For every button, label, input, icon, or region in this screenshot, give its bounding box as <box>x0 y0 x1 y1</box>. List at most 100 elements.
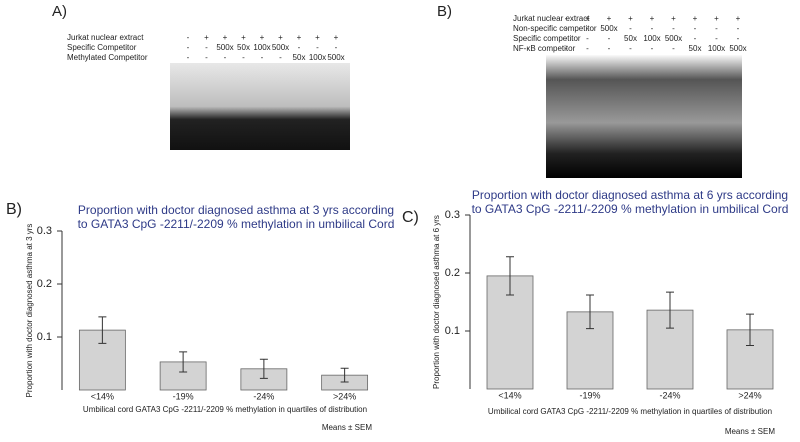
gel-cell: - <box>651 24 654 33</box>
gel-cell: 500x <box>272 43 289 52</box>
x-tick-label: -24% <box>659 390 680 400</box>
gel-cell: 500x <box>327 53 344 62</box>
error-bar <box>746 313 754 346</box>
gel-cell: 100x <box>643 34 660 43</box>
x-tick-label: <14% <box>91 391 114 401</box>
y-tick-label: 0.2 <box>445 267 460 279</box>
gel-cell: - <box>629 24 632 33</box>
gel-cell: + <box>278 33 283 42</box>
x-tick-label: -19% <box>579 390 600 400</box>
gel-cell: + <box>714 14 719 23</box>
x-tick-label: <14% <box>498 390 521 400</box>
gel-cell: - <box>586 44 589 53</box>
gel-cell: - <box>242 53 245 62</box>
y-axis-label: Proportion with doctor diagnosed asthma … <box>25 224 34 398</box>
error-bar <box>259 358 268 379</box>
gel-cell: - <box>224 53 227 62</box>
gel-cell: + <box>585 14 590 23</box>
gel-cell: - <box>565 44 568 53</box>
gel-cell: - <box>694 24 697 33</box>
y-axis-label: Proportion with doctor diagnosed asthma … <box>432 215 441 389</box>
gel-row-label: Jurkat nuclear extract <box>513 14 590 23</box>
gel-cell: 500x <box>600 24 617 33</box>
gel-cell: 50x <box>624 34 637 43</box>
gel-cell: - <box>715 34 718 43</box>
gel-cell: - <box>586 24 589 33</box>
gel-cell: 100x <box>309 53 326 62</box>
gel-cell: - <box>737 24 740 33</box>
gel-cell: + <box>671 14 676 23</box>
gel-cell: - <box>586 34 589 43</box>
gel-cell: 50x <box>237 43 250 52</box>
gel-cell: 50x <box>689 44 702 53</box>
gel-row-label: Jurkat nuclear extract <box>67 33 144 42</box>
gel-cell: + <box>607 14 612 23</box>
gel-cell: - <box>187 43 190 52</box>
gel-cell: + <box>241 33 246 42</box>
x-axis-label: Umbilical cord GATA3 CpG -2211/-2209 % m… <box>488 407 772 416</box>
gel-cell: + <box>693 14 698 23</box>
note: Means ± SEM <box>322 423 373 432</box>
gel-cell: + <box>628 14 633 23</box>
panel-label: A) <box>52 3 67 20</box>
gel-cell: - <box>715 24 718 33</box>
gel-cell: - <box>187 33 190 42</box>
gel-cell: - <box>565 14 568 23</box>
error-bar <box>506 256 514 296</box>
y-tick-label: 0.2 <box>37 278 52 290</box>
gel-cell: - <box>261 53 264 62</box>
gel-row-label: Specific competitor <box>513 34 581 43</box>
gel-image-b <box>546 55 742 178</box>
gel-cell: + <box>736 14 741 23</box>
gel-cell: + <box>650 14 655 23</box>
gel-cell: 100x <box>708 44 725 53</box>
gel-cell: + <box>315 33 320 42</box>
gel-cell: - <box>205 43 208 52</box>
gel-row-label: Methylated Competitor <box>67 53 148 62</box>
panel-label: C) <box>402 209 419 226</box>
error-bar <box>340 367 349 383</box>
gel-cell: 50x <box>293 53 306 62</box>
gel-cell: + <box>204 33 209 42</box>
gel-cell: - <box>316 43 319 52</box>
gel-cell: - <box>629 44 632 53</box>
y-tick-label: 0.3 <box>445 209 460 221</box>
gel-cell: - <box>737 34 740 43</box>
gel-row-label: NF-κB competitor <box>513 44 576 53</box>
gel-cell: + <box>223 33 228 42</box>
gel-row-label: Specific Competitor <box>67 43 137 52</box>
gel-cell: - <box>565 24 568 33</box>
gel-cell: + <box>297 33 302 42</box>
x-tick-label: >24% <box>333 391 356 401</box>
x-tick-label: -19% <box>173 391 194 401</box>
gel-cell: - <box>335 43 338 52</box>
y-tick-label: 0.3 <box>37 225 52 237</box>
y-tick-label: 0.1 <box>37 331 52 343</box>
chart-title: Proportion with doctor diagnosed asthma … <box>78 203 394 217</box>
gel-cell: - <box>279 53 282 62</box>
gel-cell: - <box>298 43 301 52</box>
error-bar <box>179 351 188 373</box>
gel-cell: - <box>672 44 675 53</box>
chart-title: to GATA3 CpG -2211/-2209 % methylation i… <box>78 217 395 231</box>
chart-title: to GATA3 CpG -2211/-2209 % methylation i… <box>472 202 789 216</box>
chart-title: Proportion with doctor diagnosed asthma … <box>472 188 788 202</box>
error-bar <box>666 291 674 329</box>
gel-cell: 500x <box>729 44 746 53</box>
panel-label: B) <box>437 3 452 20</box>
gel-cell: - <box>672 24 675 33</box>
panel-label: B) <box>6 201 22 218</box>
gel-cell: 500x <box>216 43 233 52</box>
x-tick-label: >24% <box>738 390 761 400</box>
gel-image-a <box>170 63 350 150</box>
error-bar <box>98 316 107 344</box>
x-tick-label: -24% <box>253 391 274 401</box>
gel-cell: - <box>608 44 611 53</box>
gel-cell: - <box>694 34 697 43</box>
gel-cell: 100x <box>253 43 270 52</box>
gel-cell: 500x <box>665 34 682 43</box>
error-bar <box>586 294 594 330</box>
gel-cell: - <box>205 53 208 62</box>
